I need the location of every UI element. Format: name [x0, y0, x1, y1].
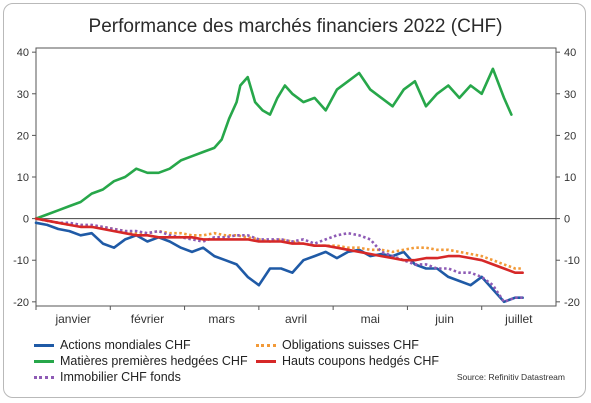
x-tick-label: juin — [434, 312, 454, 326]
y-tick-label-left: -10 — [13, 255, 29, 267]
x-tick-label: juillet — [504, 312, 533, 326]
y-tick-label-left: -20 — [13, 297, 29, 309]
legend-label-hauts-coupons: Hauts coupons hedgés CHF — [282, 354, 440, 368]
y-tick-label-right: 10 — [564, 172, 576, 184]
chart-frame — [3, 3, 586, 398]
legend-label-matieres: Matières premières hedgées CHF — [60, 354, 248, 368]
y-tick-label-left: 10 — [17, 172, 29, 184]
x-tick-label: avril — [285, 312, 307, 326]
series-line-4 — [34, 217, 524, 274]
y-tick-label-left: 20 — [17, 130, 29, 142]
legend-swatch-immobilier — [34, 376, 54, 379]
series-line-2 — [35, 217, 523, 304]
x-tick-label: mars — [208, 312, 235, 326]
series-line-1 — [34, 67, 513, 220]
legend-swatch-actions — [34, 344, 54, 347]
y-tick-label-right: 20 — [564, 130, 576, 142]
x-tick-label: mai — [361, 312, 380, 326]
legend-label-obligations: Obligations suisses CHF — [282, 338, 419, 352]
series-line-0 — [34, 221, 524, 304]
legend-swatch-matieres — [34, 360, 54, 363]
chart-title: Performance des marchés financiers 2022 … — [88, 16, 503, 37]
y-tick-label-left: 0 — [23, 214, 29, 226]
y-tick-label-left: 30 — [17, 89, 29, 101]
legend-label-actions: Actions mondiales CHF — [60, 338, 191, 352]
legend-label-immobilier: Immobilier CHF fonds — [60, 370, 181, 384]
y-tick-label-right: 30 — [564, 89, 576, 101]
legend-swatch-obligations — [256, 344, 276, 347]
legend-swatch-hauts-coupons — [256, 360, 276, 363]
x-tick-label: janvier — [54, 312, 90, 326]
y-tick-label-left: 40 — [17, 47, 29, 59]
y-tick-label-right: 0 — [564, 214, 570, 226]
y-tick-label-right: -20 — [564, 297, 580, 309]
x-tick-label: février — [131, 312, 164, 326]
source-note: Source: Refinitiv Datastream — [456, 372, 565, 382]
y-tick-label-right: 40 — [564, 47, 576, 59]
y-tick-label-right: -10 — [564, 255, 580, 267]
series-line-3 — [35, 217, 523, 270]
